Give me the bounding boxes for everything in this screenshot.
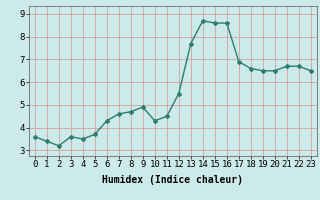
X-axis label: Humidex (Indice chaleur): Humidex (Indice chaleur) [102,175,243,185]
